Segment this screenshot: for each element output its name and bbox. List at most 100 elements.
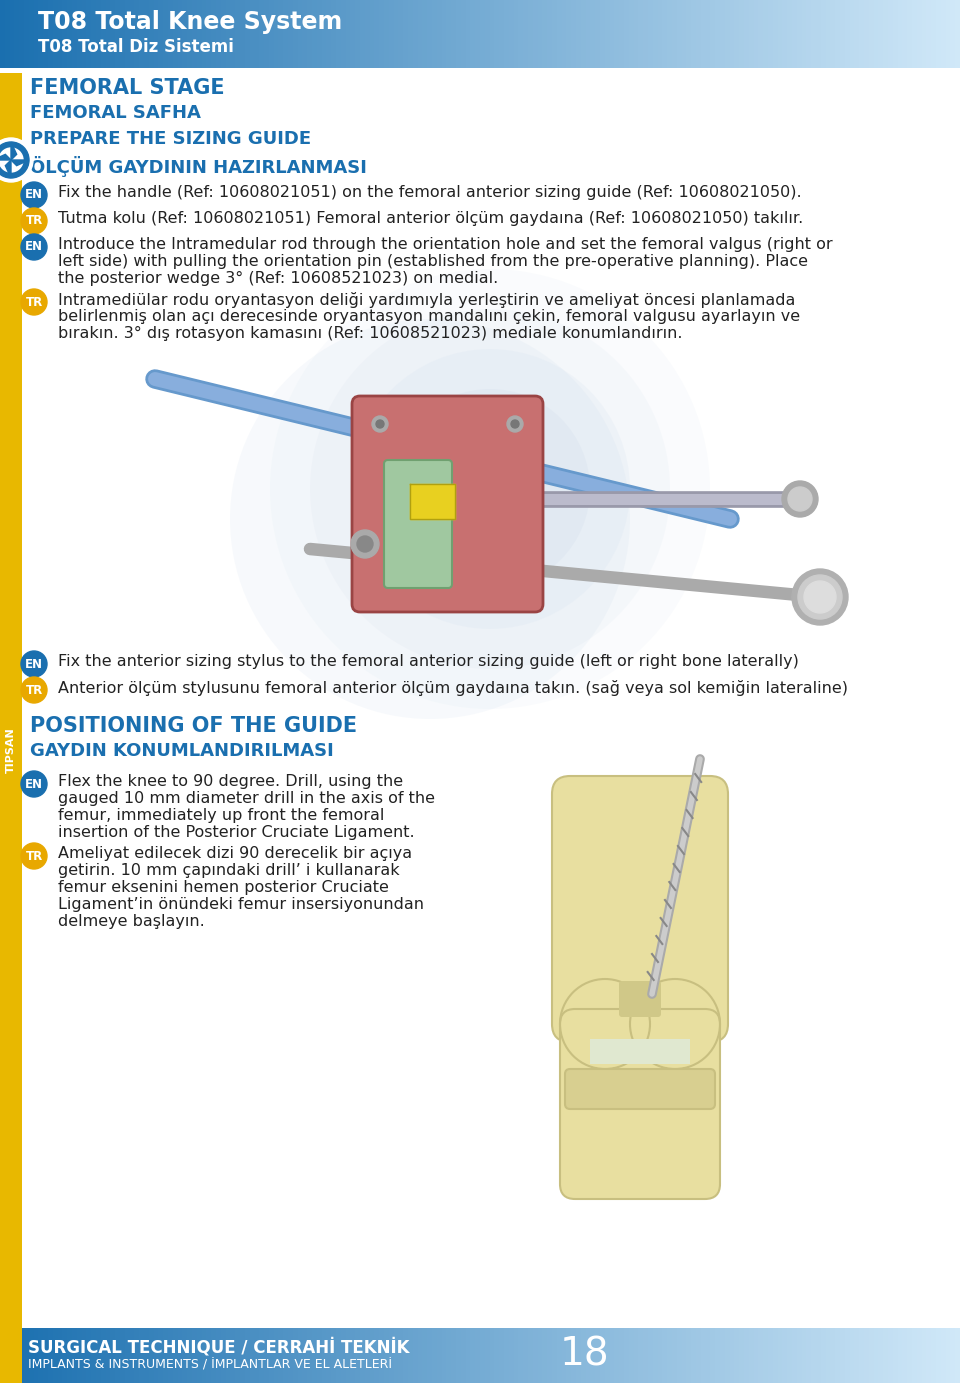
Bar [730, 0, 734, 68]
Bar [571, 1328, 576, 1383]
Bar [696, 0, 701, 68]
Bar [691, 1328, 696, 1383]
Circle shape [560, 979, 650, 1069]
Text: GAYDIN KONUMLANDIRILMASI: GAYDIN KONUMLANDIRILMASI [30, 743, 334, 761]
Bar [446, 1328, 451, 1383]
Bar [120, 1328, 125, 1383]
Circle shape [357, 537, 373, 552]
Bar [893, 0, 898, 68]
Bar [216, 0, 221, 68]
Bar [538, 0, 542, 68]
Bar [485, 0, 490, 68]
Bar [773, 1328, 778, 1383]
Bar [907, 0, 912, 68]
Text: EN: EN [25, 241, 43, 253]
Polygon shape [6, 160, 11, 178]
Bar [552, 0, 557, 68]
Bar [38, 1328, 43, 1383]
Bar [480, 1328, 485, 1383]
Bar [278, 1328, 283, 1383]
Bar [134, 0, 139, 68]
Bar [206, 0, 211, 68]
Bar [144, 0, 149, 68]
Bar [840, 1328, 845, 1383]
Bar [576, 0, 581, 68]
Bar [446, 0, 451, 68]
Circle shape [270, 270, 710, 709]
Bar [53, 0, 58, 68]
Circle shape [798, 575, 842, 620]
Bar [331, 1328, 336, 1383]
Bar [782, 1328, 787, 1383]
Bar [778, 0, 782, 68]
Bar [461, 0, 466, 68]
Bar [230, 0, 235, 68]
Bar [677, 1328, 682, 1383]
Bar [888, 1328, 893, 1383]
Bar [878, 1328, 883, 1383]
Bar [14, 0, 19, 68]
FancyBboxPatch shape [384, 461, 452, 588]
Bar [451, 0, 456, 68]
Bar [312, 0, 317, 68]
Bar [475, 0, 480, 68]
Bar [648, 1328, 653, 1383]
Bar [562, 0, 566, 68]
Bar [77, 0, 82, 68]
Bar [427, 1328, 432, 1383]
Text: PREPARE THE SIZING GUIDE: PREPARE THE SIZING GUIDE [30, 130, 311, 148]
Bar [379, 0, 384, 68]
Bar [374, 0, 379, 68]
Circle shape [390, 389, 590, 589]
Bar [221, 1328, 226, 1383]
Bar [374, 1328, 379, 1383]
Bar [581, 0, 586, 68]
Bar [389, 1328, 394, 1383]
Bar [715, 1328, 720, 1383]
Bar [0, 1328, 5, 1383]
Bar [739, 0, 744, 68]
Bar [115, 0, 120, 68]
Bar [869, 0, 874, 68]
Bar [245, 1328, 250, 1383]
Bar [792, 1328, 797, 1383]
Bar [466, 1328, 470, 1383]
Bar [864, 0, 869, 68]
Bar [149, 1328, 154, 1383]
Bar [274, 1328, 278, 1383]
Bar [893, 1328, 898, 1383]
Bar [566, 0, 571, 68]
Bar [605, 1328, 610, 1383]
Bar [72, 0, 77, 68]
Bar [706, 1328, 710, 1383]
Bar [250, 1328, 254, 1383]
Bar [768, 1328, 773, 1383]
Bar [854, 1328, 859, 1383]
Bar [58, 0, 62, 68]
Bar [658, 1328, 662, 1383]
Bar [82, 1328, 86, 1383]
Bar [864, 1328, 869, 1383]
Circle shape [372, 416, 388, 431]
Bar [490, 1328, 494, 1383]
Bar [850, 1328, 854, 1383]
FancyBboxPatch shape [565, 1069, 715, 1109]
Bar [922, 1328, 926, 1383]
Bar [163, 0, 168, 68]
Bar [168, 0, 173, 68]
Bar [806, 0, 811, 68]
Bar [72, 1328, 77, 1383]
Bar [850, 0, 854, 68]
Bar [811, 0, 816, 68]
Bar [686, 1328, 691, 1383]
Bar [898, 0, 902, 68]
Bar [523, 0, 528, 68]
Bar [917, 1328, 922, 1383]
Bar [48, 0, 53, 68]
Bar [936, 0, 941, 68]
Bar [442, 0, 446, 68]
Bar [403, 1328, 408, 1383]
FancyBboxPatch shape [560, 1010, 720, 1199]
Bar [298, 1328, 302, 1383]
Bar [202, 1328, 206, 1383]
